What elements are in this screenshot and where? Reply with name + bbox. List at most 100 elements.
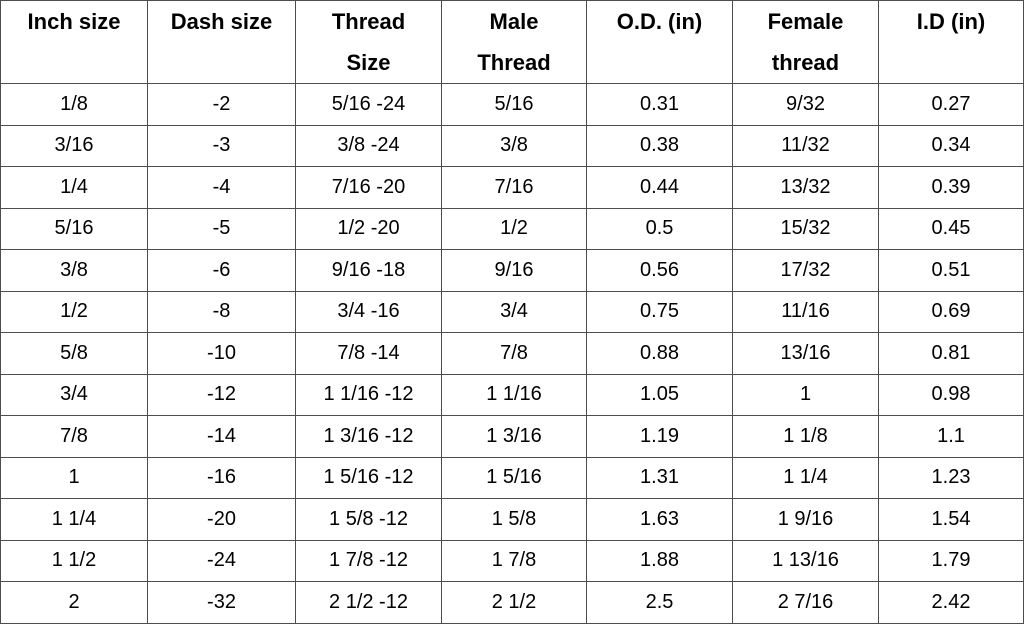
cell-id: 0.45 <box>878 207 1024 250</box>
cell-male-thread: 1 5/16 <box>441 456 587 499</box>
table-row: 1 1/2 -24 1 7/8 -12 1 7/8 1.88 1 13/16 1.79 <box>0 539 1024 582</box>
cell-inch-size: 7/8 <box>0 415 148 458</box>
cell-dash-size: -5 <box>147 207 296 250</box>
cell-female-thread: 17/32 <box>732 249 879 292</box>
cell-female-thread: 15/32 <box>732 207 879 250</box>
cell-thread-size: 1 1/16 -12 <box>295 373 442 416</box>
cell-female-thread: 1 13/16 <box>732 539 879 582</box>
header-thread-size: Thread Size <box>295 0 442 84</box>
cell-od: 0.5 <box>586 207 733 250</box>
table-row: 2 -32 2 1/2 -12 2 1/2 2.5 2 7/16 2.42 <box>0 581 1024 624</box>
header-line: Male <box>489 9 539 34</box>
cell-inch-size: 1/4 <box>0 166 148 209</box>
cell-od: 1.88 <box>586 539 733 582</box>
cell-id: 1.1 <box>878 415 1024 458</box>
header-line: thread <box>771 50 840 75</box>
header-line: I.D (in) <box>916 9 986 34</box>
cell-inch-size: 3/16 <box>0 124 148 167</box>
cell-thread-size: 1 7/8 -12 <box>295 539 442 582</box>
header-row: Inch size Dash size Thread Size Male Thr… <box>0 0 1024 84</box>
table-row: 1 1/4 -20 1 5/8 -12 1 5/8 1.63 1 9/16 1.54 <box>0 498 1024 541</box>
cell-dash-size: -14 <box>147 415 296 458</box>
cell-female-thread: 1 1/8 <box>732 415 879 458</box>
cell-id: 0.51 <box>878 249 1024 292</box>
cell-od: 0.44 <box>586 166 733 209</box>
header-line: Dash size <box>170 9 273 34</box>
cell-thread-size: 9/16 -18 <box>295 249 442 292</box>
cell-inch-size: 1 <box>0 456 148 499</box>
cell-dash-size: -20 <box>147 498 296 541</box>
cell-male-thread: 1/2 <box>441 207 587 250</box>
cell-od: 0.56 <box>586 249 733 292</box>
cell-id: 0.34 <box>878 124 1024 167</box>
cell-id: 0.98 <box>878 373 1024 416</box>
cell-male-thread: 2 1/2 <box>441 581 587 624</box>
cell-inch-size: 1/2 <box>0 290 148 333</box>
cell-inch-size: 5/16 <box>0 207 148 250</box>
table-row: 3/4 -12 1 1/16 -12 1 1/16 1.05 1 0.98 <box>0 373 1024 416</box>
cell-dash-size: -6 <box>147 249 296 292</box>
cell-thread-size: 3/8 -24 <box>295 124 442 167</box>
cell-female-thread: 11/32 <box>732 124 879 167</box>
table-row: 1/4 -4 7/16 -20 7/16 0.44 13/32 0.39 <box>0 166 1024 209</box>
table-row: 3/16 -3 3/8 -24 3/8 0.38 11/32 0.34 <box>0 124 1024 167</box>
cell-male-thread: 7/16 <box>441 166 587 209</box>
cell-thread-size: 1 5/16 -12 <box>295 456 442 499</box>
cell-female-thread: 1 1/4 <box>732 456 879 499</box>
cell-male-thread: 3/8 <box>441 124 587 167</box>
cell-od: 0.75 <box>586 290 733 333</box>
cell-male-thread: 7/8 <box>441 332 587 375</box>
table-row: 1 -16 1 5/16 -12 1 5/16 1.31 1 1/4 1.23 <box>0 456 1024 499</box>
table-row: 7/8 -14 1 3/16 -12 1 3/16 1.19 1 1/8 1.1 <box>0 415 1024 458</box>
cell-id: 1.79 <box>878 539 1024 582</box>
header-dash-size: Dash size <box>147 0 296 84</box>
header-id: I.D (in) <box>878 0 1024 84</box>
table-row: 5/8 -10 7/8 -14 7/8 0.88 13/16 0.81 <box>0 332 1024 375</box>
cell-id: 1.54 <box>878 498 1024 541</box>
cell-male-thread: 1 7/8 <box>441 539 587 582</box>
header-line: O.D. (in) <box>616 9 703 34</box>
cell-thread-size: 7/8 -14 <box>295 332 442 375</box>
header-line: Female <box>767 9 844 34</box>
cell-od: 1.05 <box>586 373 733 416</box>
cell-inch-size: 1 1/4 <box>0 498 148 541</box>
cell-male-thread: 1 5/8 <box>441 498 587 541</box>
cell-dash-size: -24 <box>147 539 296 582</box>
cell-inch-size: 2 <box>0 581 148 624</box>
cell-male-thread: 3/4 <box>441 290 587 333</box>
cell-female-thread: 13/16 <box>732 332 879 375</box>
cell-thread-size: 1 3/16 -12 <box>295 415 442 458</box>
cell-inch-size: 5/8 <box>0 332 148 375</box>
cell-thread-size: 1 5/8 -12 <box>295 498 442 541</box>
cell-od: 2.5 <box>586 581 733 624</box>
cell-female-thread: 9/32 <box>732 83 879 126</box>
cell-female-thread: 1 9/16 <box>732 498 879 541</box>
header-male-thread: Male Thread <box>441 0 587 84</box>
cell-od: 0.31 <box>586 83 733 126</box>
cell-id: 0.69 <box>878 290 1024 333</box>
cell-thread-size: 3/4 -16 <box>295 290 442 333</box>
cell-dash-size: -8 <box>147 290 296 333</box>
cell-dash-size: -4 <box>147 166 296 209</box>
header-line: Inch size <box>27 9 121 34</box>
cell-thread-size: 2 1/2 -12 <box>295 581 442 624</box>
cell-female-thread: 11/16 <box>732 290 879 333</box>
cell-thread-size: 7/16 -20 <box>295 166 442 209</box>
cell-male-thread: 1 1/16 <box>441 373 587 416</box>
cell-dash-size: -10 <box>147 332 296 375</box>
cell-id: 0.39 <box>878 166 1024 209</box>
cell-od: 1.31 <box>586 456 733 499</box>
cell-id: 0.27 <box>878 83 1024 126</box>
header-od: O.D. (in) <box>586 0 733 84</box>
cell-dash-size: -32 <box>147 581 296 624</box>
table-row: 1/8 -2 5/16 -24 5/16 0.31 9/32 0.27 <box>0 83 1024 126</box>
header-inch-size: Inch size <box>0 0 148 84</box>
cell-female-thread: 13/32 <box>732 166 879 209</box>
cell-dash-size: -3 <box>147 124 296 167</box>
header-line: Thread <box>331 9 406 34</box>
cell-male-thread: 1 3/16 <box>441 415 587 458</box>
cell-od: 1.63 <box>586 498 733 541</box>
header-line: Size <box>346 50 391 75</box>
cell-inch-size: 1/8 <box>0 83 148 126</box>
